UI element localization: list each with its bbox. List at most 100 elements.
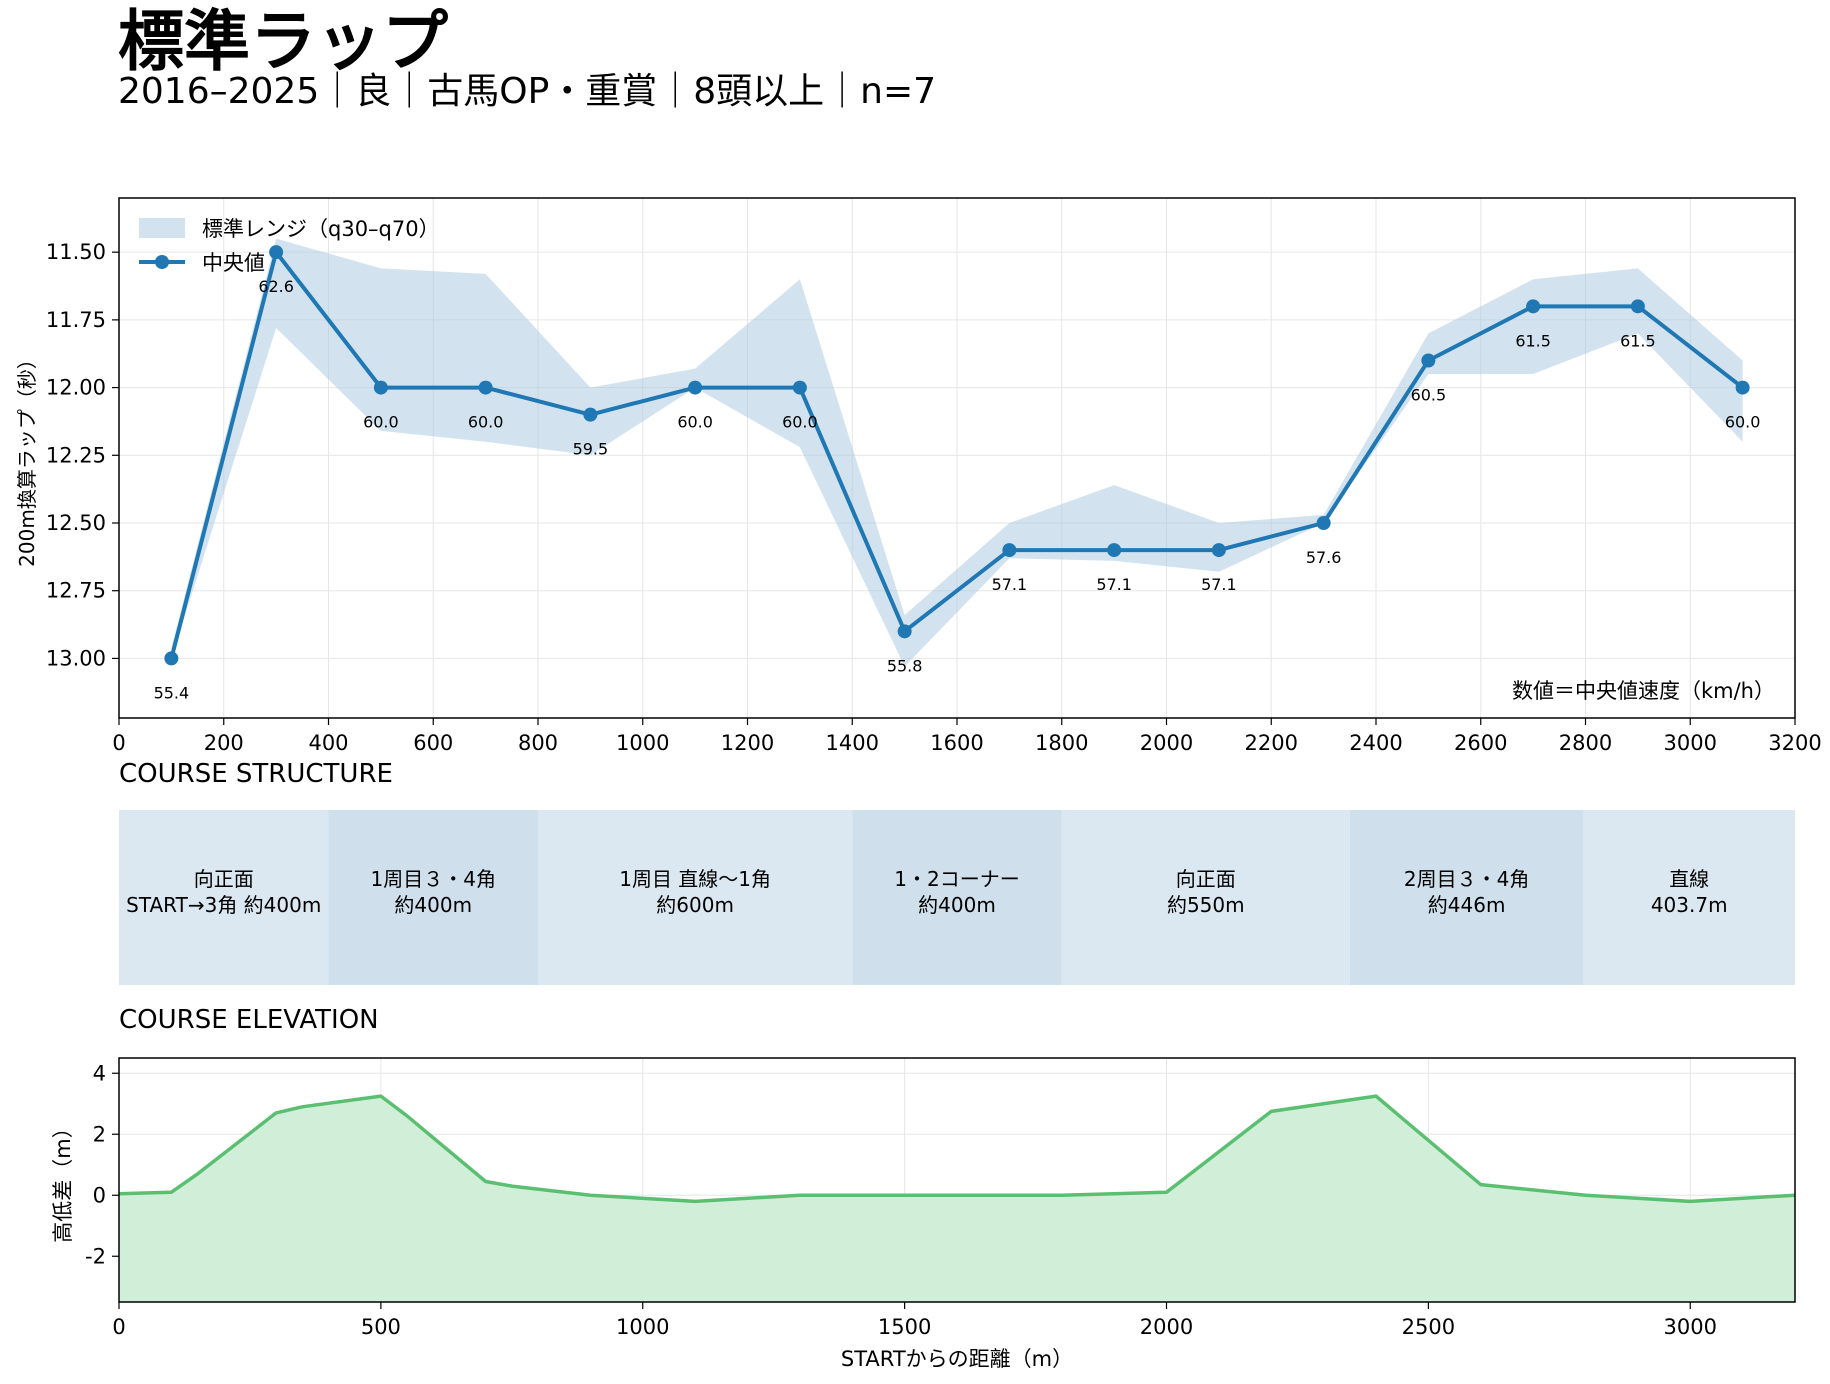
structure-title: COURSE STRUCTURE [119,759,393,789]
segment-length: 約550m [1167,893,1245,917]
speed-data-label: 60.0 [468,413,504,432]
course-segment [119,810,329,985]
segment-length: 403.7m [1651,893,1728,917]
x-tick-label: 400 [308,731,348,755]
elevation-title: COURSE ELEVATION [119,1005,379,1035]
y-tick-label: 2 [93,1122,106,1146]
median-point [1630,299,1645,314]
median-point [1735,380,1750,395]
segment-length: 約400m [918,893,996,917]
speed-data-label: 57.1 [992,575,1028,594]
x-tick-label: 1500 [878,1315,931,1339]
x-tick-label: 1400 [826,731,879,755]
legend-median-label: 中央値 [202,251,265,275]
page-subtitle: 2016–2025｜良｜古馬OP・重賞｜8頭以上｜n=7 [118,71,937,112]
y-tick-label: 11.75 [46,308,106,332]
median-point [1211,543,1226,558]
x-tick-label: 2500 [1402,1315,1455,1339]
segment-name: 向正面 [194,867,254,891]
speed-data-label: 61.5 [1620,331,1656,350]
speed-data-label: 55.4 [154,683,190,702]
speed-data-label: 59.5 [573,440,609,459]
y-tick-label: 12.50 [46,511,106,535]
segment-length: START→3角 約400m [126,893,321,917]
x-tick-label: 3200 [1768,731,1821,755]
y-tick-label: -2 [85,1244,106,1268]
speed-data-label: 60.0 [1725,413,1761,432]
course-segment [852,810,1062,985]
median-point [373,380,388,395]
range-band [171,238,1743,667]
legend-band-label: 標準レンジ（q30–q70） [202,217,440,241]
y-tick-label: 4 [93,1061,106,1085]
median-point [897,624,912,639]
elevation-line [118,1094,1796,1204]
segment-length: 約600m [656,893,734,917]
course-segment [1061,810,1350,985]
page-title: 標準ラップ [118,3,448,80]
y-tick-label: 12.25 [46,443,106,467]
course-segment [538,810,853,985]
segment-name: 向正面 [1176,867,1236,891]
speed-data-label: 62.6 [258,277,294,296]
median-point [1421,353,1436,368]
x-tick-label: 3000 [1664,731,1717,755]
median-point [583,407,598,422]
segment-length: 約446m [1428,893,1506,917]
speed-data-label: 61.5 [1515,331,1551,350]
speed-data-label: 60.0 [677,413,713,432]
x-tick-label: 2200 [1245,731,1298,755]
segment-name: 1周目 直線〜1角 [619,867,771,891]
elevation-area [119,1096,1795,1302]
y-axis-label: 200m換算ラップ（秒） [15,349,39,567]
legend-band-swatch [139,218,185,238]
median-point [792,380,807,395]
course-segment [1349,810,1584,985]
median-point [1316,516,1331,530]
median-point [164,651,179,666]
y-tick-label: 12.75 [46,579,106,603]
y-tick-label: 0 [93,1183,106,1207]
x-tick-label: 0 [112,1315,125,1339]
course-segment [1583,810,1795,985]
segment-name: 直線 [1669,867,1709,891]
median-point [1002,543,1017,558]
x-tick-label: 200 [204,731,244,755]
speed-annotation: 数値＝中央値速度（km/h） [1512,679,1775,703]
y-tick-label: 13.00 [46,646,106,670]
median-point [1526,299,1541,314]
x-tick-label: 1800 [1035,731,1088,755]
segment-length: 約400m [394,893,472,917]
speed-data-label: 57.1 [1201,575,1237,594]
x-tick-label: 0 [112,731,125,755]
elevation-plot-frame [118,1057,1796,1303]
segment-name: 1・2コーナー [894,867,1019,891]
x-tick-label: 800 [518,731,558,755]
x-tick-label: 2000 [1140,731,1193,755]
x-tick-label: 1200 [721,731,774,755]
x-tick-label: 500 [361,1315,401,1339]
speed-data-label: 55.8 [887,656,923,675]
x-tick-label: 600 [413,731,453,755]
median-point [1107,543,1122,558]
x-tick-label: 2400 [1349,731,1402,755]
speed-data-label: 60.0 [782,413,818,432]
x-tick-label: 2600 [1454,731,1507,755]
y-tick-label: 11.50 [46,240,106,264]
legend-median-marker [155,255,169,269]
x-tick-label: 1600 [930,731,983,755]
median-point [269,245,284,260]
y-tick-label: 12.00 [46,376,106,400]
median-point [478,380,493,395]
median-point [688,380,703,395]
segment-name: 2周目３・4角 [1404,867,1529,891]
speed-data-label: 57.1 [1096,575,1132,594]
x-tick-label: 2000 [1140,1315,1193,1339]
y-axis-label: 高低差（m） [51,1117,75,1242]
median-line [169,250,1744,659]
speed-data-label: 57.6 [1306,548,1342,567]
segment-name: 1周目３・4角 [371,867,496,891]
speed-data-label: 60.0 [363,413,399,432]
x-tick-label: 2800 [1559,731,1612,755]
